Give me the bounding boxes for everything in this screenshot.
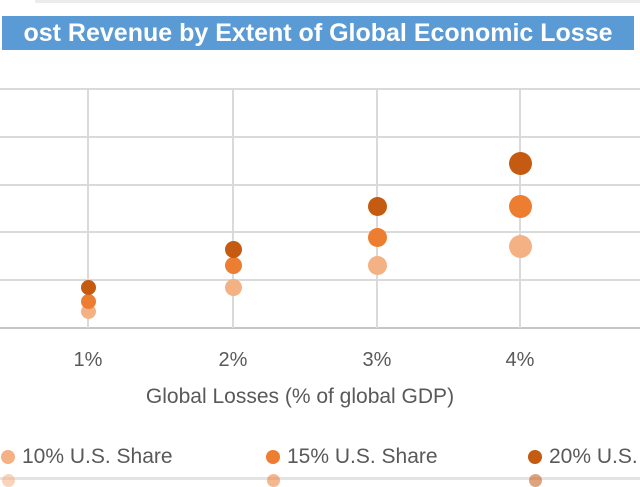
top-edge-artifact <box>35 0 640 3</box>
data-point <box>80 279 96 295</box>
x-tick-1pct: 1% <box>73 349 103 371</box>
x-axis-line <box>0 327 640 329</box>
legend-item-10pct: 10% U.S. Share <box>1 445 173 469</box>
data-point <box>224 240 242 258</box>
legend-item-20pct: 20% U.S. <box>528 445 638 469</box>
vertical-gridline <box>232 89 234 328</box>
data-point <box>508 235 532 259</box>
cropped-dot-artifact <box>2 474 15 487</box>
horizontal-gridline <box>0 183 640 186</box>
vertical-gridline <box>87 89 89 328</box>
cropped-dot-artifact <box>267 474 280 487</box>
x-tick-4pct: 4% <box>505 349 535 371</box>
cropped-dot-artifact <box>529 474 542 487</box>
legend-label-10pct: 10% U.S. Share <box>22 445 173 468</box>
legend-marker-15pct-icon <box>266 450 280 464</box>
horizontal-gridline <box>0 88 640 90</box>
horizontal-gridline <box>0 279 640 282</box>
x-tick-2pct: 2% <box>218 349 248 371</box>
data-point <box>508 194 532 218</box>
data-point <box>367 227 387 247</box>
legend-label-20pct: 20% U.S. <box>549 445 638 468</box>
data-point <box>508 151 532 175</box>
legend-marker-10pct-icon <box>1 450 15 464</box>
data-point <box>367 256 387 276</box>
chart-title: ost Revenue by Extent of Global Economic… <box>23 18 613 47</box>
chart-title-banner: ost Revenue by Extent of Global Economic… <box>2 16 634 50</box>
horizontal-gridline <box>0 135 640 138</box>
data-point <box>224 257 242 275</box>
horizontal-gridline <box>0 231 640 234</box>
bottom-edge-artifact <box>0 477 640 480</box>
legend: 10% U.S. Share 15% U.S. Share 20% U.S. <box>0 445 640 473</box>
data-point <box>80 294 96 310</box>
data-point <box>367 196 387 216</box>
legend-label-15pct: 15% U.S. Share <box>287 445 438 468</box>
x-tick-3pct: 3% <box>362 349 392 371</box>
x-axis-title: Global Losses (% of global GDP) <box>145 385 455 408</box>
data-point <box>224 278 242 296</box>
legend-item-15pct: 15% U.S. Share <box>266 445 438 469</box>
legend-marker-20pct-icon <box>528 450 542 464</box>
